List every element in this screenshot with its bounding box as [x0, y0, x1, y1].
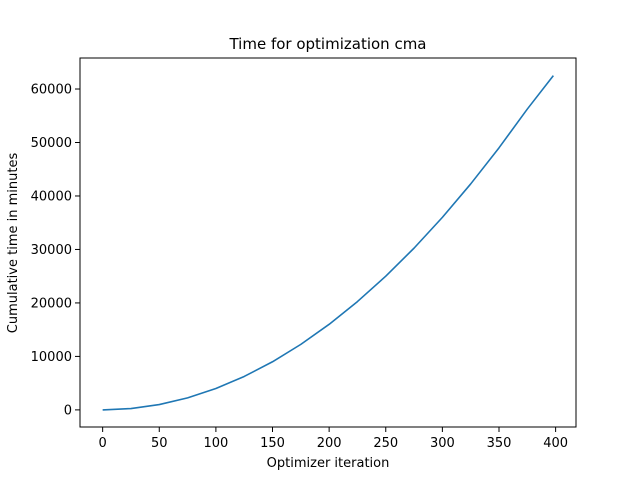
- y-tick-label: 30000: [31, 243, 72, 258]
- x-tick-label: 200: [317, 436, 342, 451]
- x-axis-label: Optimizer iteration: [267, 456, 390, 471]
- chart-title: Time for optimization cma: [228, 35, 426, 53]
- y-tick-label: 0: [64, 403, 72, 418]
- x-tick-label: 300: [430, 436, 455, 451]
- series-line: [102, 75, 554, 411]
- y-tick-label: 20000: [31, 296, 72, 311]
- y-axis-ticks: 0 10000 20000 30000 40000 50000 60000: [31, 83, 80, 418]
- x-tick-label: 50: [151, 436, 168, 451]
- x-tick-label: 250: [373, 436, 398, 451]
- axes-frame: [79, 57, 577, 428]
- y-tick-label: 40000: [31, 189, 72, 204]
- y-tick-label: 60000: [31, 83, 72, 98]
- x-tick-label: 0: [99, 436, 107, 451]
- x-tick-label: 150: [260, 436, 285, 451]
- y-tick-label: 10000: [31, 350, 72, 365]
- y-axis-label: Cumulative time in minutes: [6, 153, 21, 334]
- series-layer: [102, 75, 554, 411]
- x-tick-label: 350: [487, 436, 512, 451]
- x-tick-label: 100: [203, 436, 228, 451]
- plot-area: 0 50 100 150 200 250 300 350 400 0 10000 20000 3000…: [31, 57, 577, 451]
- y-tick-label: 50000: [31, 136, 72, 151]
- x-axis-ticks: 0 50 100 150 200 250 300 350 400: [99, 427, 568, 451]
- x-tick-label: 400: [543, 436, 568, 451]
